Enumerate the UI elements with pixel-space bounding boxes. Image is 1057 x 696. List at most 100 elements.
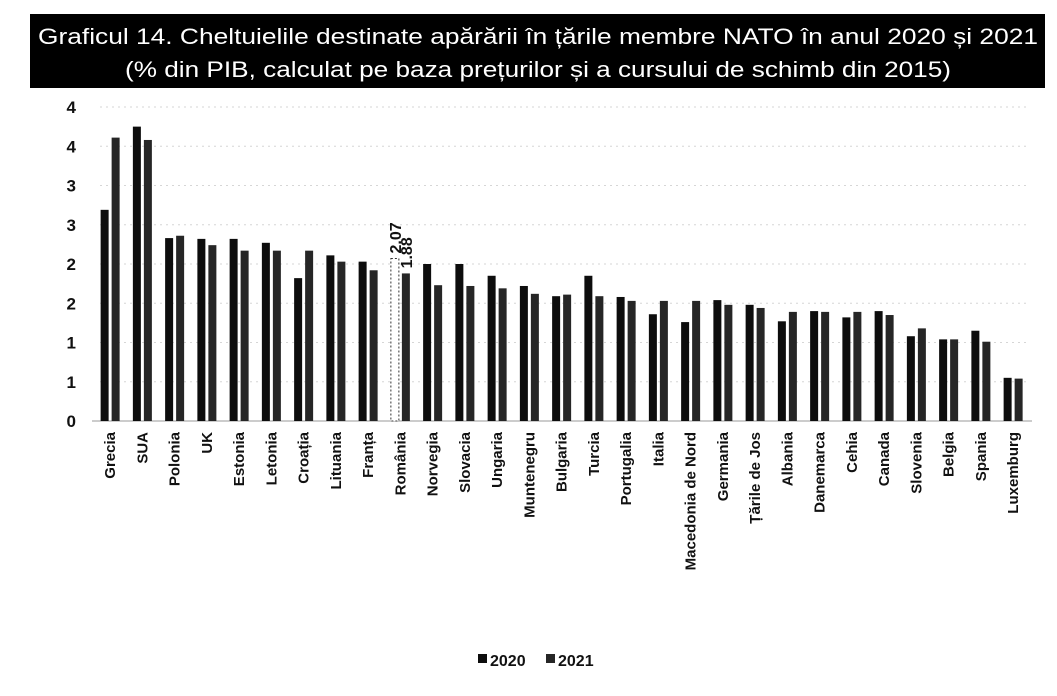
- x-tick-label-muntenegru: Muntenegru: [521, 432, 538, 518]
- data-label-2020-romania: 2.07: [388, 222, 405, 253]
- bar-2020-letonia: [261, 242, 270, 421]
- x-tick-label-turcia: Turcia: [586, 431, 603, 476]
- bar-2021-bulgaria: [563, 294, 572, 421]
- bar-2021-spania: [982, 341, 991, 421]
- y-tick-label: 4: [67, 137, 77, 156]
- bar-2021-belgia: [950, 339, 959, 421]
- bar-2021-franta: [369, 270, 378, 421]
- legend-swatch-2020: [478, 654, 487, 663]
- y-tick-label: 3: [67, 177, 76, 196]
- x-tick-label-cehia: Cehia: [844, 431, 861, 473]
- x-tick-label-romania: România: [392, 431, 409, 495]
- bar-2021-danemarca: [821, 311, 830, 421]
- x-tick-label-spania: Spania: [973, 431, 990, 481]
- y-tick-label: 1: [67, 373, 76, 392]
- bar-2020-italia: [648, 314, 657, 421]
- x-tick-label-danemarca: Danemarca: [812, 431, 829, 513]
- bar-2021-macedonia-de-nord: [692, 300, 701, 421]
- y-axis-tick-labels: 0 1 1 2 2 3 3 4 4: [67, 98, 77, 431]
- bar-2020-muntenegru: [519, 285, 528, 421]
- x-tick-label-estonia: Estonia: [231, 431, 248, 486]
- bar-2021-slovenia: [917, 328, 926, 421]
- bar-2021-grecia: [111, 137, 120, 422]
- x-tick-label-tarile-de-jos: Țările de Jos: [747, 432, 764, 524]
- bar-2020-lituania: [326, 255, 335, 421]
- data-labels: 2.071.88: [388, 222, 416, 268]
- bar-2020-turcia: [584, 275, 593, 421]
- bar-2020-croatia: [294, 278, 303, 421]
- bar-2020-romania: [390, 258, 400, 422]
- y-tick-label: 2: [67, 255, 76, 274]
- legend-label-2021: 2021: [558, 653, 594, 670]
- bar-2021-uk: [208, 245, 217, 421]
- x-tick-label-uk: UK: [199, 432, 216, 454]
- y-tick-label: 3: [67, 216, 76, 235]
- bar-2020-norvegia: [423, 264, 432, 421]
- chart-title: Graficul 14. Cheltuielile destinate apăr…: [38, 24, 1038, 49]
- bar-2020-germania: [713, 300, 722, 421]
- bar-2021-lituania: [337, 261, 346, 421]
- bar-2020-albania: [777, 321, 786, 421]
- bar-2021-polonia: [176, 235, 185, 421]
- y-tick-label: 1: [67, 334, 76, 353]
- bar-2020-tarile-de-jos: [745, 304, 754, 421]
- bar-2021-slovacia: [466, 285, 475, 421]
- bar-2021-turcia: [595, 296, 604, 421]
- bar-2020-danemarca: [810, 311, 819, 421]
- bar-2021-tarile-de-jos: [756, 307, 765, 421]
- x-tick-label-portugalia: Portugalia: [618, 431, 635, 505]
- bar-2021-luxemburg: [1014, 378, 1023, 421]
- bar-2021-italia: [659, 300, 668, 421]
- x-tick-label-polonia: Polonia: [167, 431, 184, 486]
- bar-2020-slovacia: [455, 264, 464, 421]
- x-tick-label-slovenia: Slovenia: [908, 431, 925, 493]
- bar-2020-portugalia: [616, 296, 625, 421]
- bar-2020-slovenia: [906, 336, 915, 421]
- x-tick-label-sua: SUA: [134, 432, 151, 464]
- bar-2020-ungaria: [487, 275, 496, 421]
- bar-2021-cehia: [853, 311, 862, 421]
- bar-2020-grecia: [100, 209, 109, 421]
- bars: [100, 126, 1023, 422]
- bar-2021-norvegia: [434, 285, 443, 421]
- title-banner: Graficul 14. Cheltuielile destinate apăr…: [30, 14, 1045, 88]
- y-tick-label: 2: [67, 294, 76, 313]
- bar-2020-spania: [971, 330, 980, 421]
- bar-2020-macedonia-de-nord: [681, 322, 690, 421]
- bar-2020-franta: [358, 261, 367, 421]
- bar-2021-croatia: [305, 250, 314, 421]
- x-tick-label-franta: Franța: [360, 431, 377, 478]
- bar-2021-ungaria: [498, 288, 507, 421]
- bar-2021-albania: [788, 311, 797, 421]
- bar-2021-germania: [724, 304, 733, 421]
- bar-2021-muntenegru: [530, 293, 539, 421]
- bar-2020-cehia: [842, 317, 851, 421]
- bar-2020-bulgaria: [552, 296, 561, 421]
- x-tick-label-grecia: Grecia: [102, 431, 119, 478]
- x-tick-label-macedonia-de-nord: Macedonia de Nord: [683, 432, 700, 570]
- legend-swatch-2021: [546, 654, 555, 663]
- x-axis-tick-labels: Grecia SUA Polonia UK Estonia Letonia Croația L…: [102, 431, 1022, 570]
- x-tick-label-germania: Germania: [715, 431, 732, 501]
- title-banner-background: [30, 14, 1045, 88]
- x-tick-label-bulgaria: Bulgaria: [554, 431, 571, 492]
- x-tick-label-luxemburg: Luxemburg: [1005, 432, 1022, 514]
- bar-2021-estonia: [240, 250, 249, 421]
- bar-2020-uk: [197, 238, 206, 421]
- legend: 2020 2021: [478, 653, 594, 670]
- x-tick-label-ungaria: Ungaria: [489, 431, 506, 488]
- bar-2021-portugalia: [627, 300, 636, 421]
- bar-2020-luxemburg: [1003, 377, 1012, 421]
- bar-2021-canada: [885, 315, 894, 421]
- bar-2020-polonia: [165, 238, 174, 421]
- x-tick-label-lituania: Lituania: [328, 431, 345, 489]
- y-tick-label: 4: [67, 98, 77, 117]
- chart-subtitle: (% din PIB, calculat pe baza prețurilor …: [125, 57, 951, 82]
- legend-label-2020: 2020: [490, 653, 526, 670]
- x-tick-label-belgia: Belgia: [941, 431, 958, 477]
- bar-2020-belgia: [939, 339, 948, 421]
- bar-2021-romania: [401, 273, 410, 421]
- x-tick-label-italia: Italia: [650, 431, 667, 466]
- bar-2021-sua: [143, 139, 152, 421]
